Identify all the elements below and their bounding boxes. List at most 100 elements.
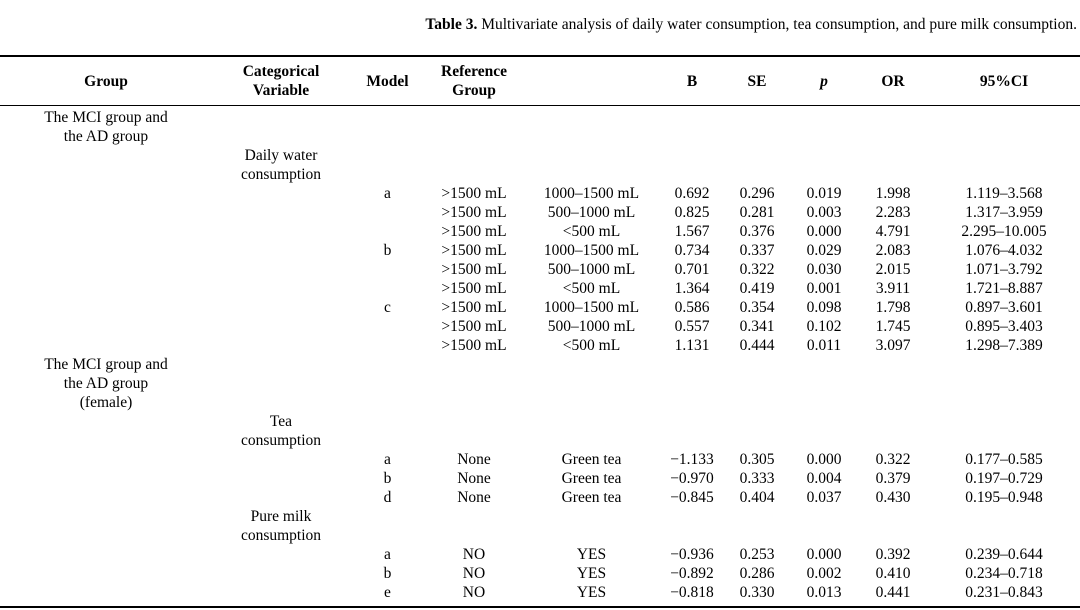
- table-cell: [350, 260, 425, 279]
- table-cell: [350, 279, 425, 298]
- table-cell: 0.734: [674, 242, 710, 259]
- table-row: a None Green tea −1.133 0.305 0.000 0.322 0.177…: [0, 450, 1080, 469]
- table-cell: 1000–1500 mL: [543, 242, 640, 259]
- table-row: a >1500 mL 1000–1500 mL 0.692 0.296 0.019 1.99…: [0, 184, 1080, 203]
- table-row: >1500 mL <500 mL 1.131 0.444 0.011 3.097 1.298…: [0, 336, 1080, 355]
- table-cell: [523, 106, 660, 147]
- table-cell: 0.177–0.585: [965, 451, 1043, 468]
- table-cell: [660, 106, 724, 147]
- table-row: >1500 mL 500–1000 mL 0.825 0.281 0.003 2.283 1…: [0, 203, 1080, 222]
- table-row: e NO YES −0.818 0.330 0.013 0.441 0.231–0.843: [0, 583, 1080, 607]
- table-cell: [212, 355, 350, 412]
- table-cell: 1.071–3.792: [965, 261, 1043, 278]
- table-cell: None: [457, 489, 491, 506]
- table-caption-label: Table 3.: [425, 16, 478, 33]
- table-cell: [350, 412, 425, 450]
- table-cell: 0.341: [739, 318, 775, 335]
- table-cell: [660, 146, 724, 184]
- table-cell: [0, 488, 212, 507]
- table-cell: [350, 507, 425, 545]
- table-cell: [0, 469, 212, 488]
- table-cell: [858, 106, 928, 147]
- table-cell: 1.998: [875, 185, 911, 202]
- table-cell: [425, 106, 523, 147]
- table-cell: <500 mL: [562, 223, 621, 240]
- table-cell: <500 mL: [562, 280, 621, 297]
- table-cell: 0.000: [806, 223, 842, 240]
- table-cell: 1.721–8.887: [965, 280, 1043, 297]
- table-row: >1500 mL <500 mL 1.364 0.419 0.001 3.911 1.721…: [0, 279, 1080, 298]
- table-cell: [425, 507, 523, 545]
- table-cell: >1500 mL: [441, 337, 507, 354]
- table-cell: [724, 355, 790, 412]
- table-cell: [790, 106, 858, 147]
- header-row: Group Categorical Variable Model Referen…: [0, 56, 1080, 106]
- table-cell: 1.745: [875, 318, 911, 335]
- table-cell: [425, 146, 523, 184]
- table-caption: Table 3. Multivariate analysis of daily …: [0, 0, 1080, 55]
- table-cell: 500–1000 mL: [547, 318, 636, 335]
- table-cell: 0.003: [806, 204, 842, 221]
- table-cell: [724, 146, 790, 184]
- table-row: >1500 mL <500 mL 1.567 0.376 0.000 4.791 2.295…: [0, 222, 1080, 241]
- table-cell: Pure milk consumption: [240, 508, 322, 544]
- table-cell: [0, 241, 212, 260]
- table-cell: [0, 279, 212, 298]
- table-cell: [212, 260, 350, 279]
- table-row: >1500 mL 500–1000 mL 0.557 0.341 0.102 1.745 0…: [0, 317, 1080, 336]
- table-cell: 1.798: [875, 299, 911, 316]
- table-cell: 0.305: [739, 451, 775, 468]
- table-cell: [212, 222, 350, 241]
- table-cell: 1.567: [674, 223, 710, 240]
- table-cell: 0.281: [739, 204, 775, 221]
- table-cell: [790, 412, 858, 450]
- table-cell: b: [383, 565, 392, 582]
- col-header-b: B: [686, 72, 698, 90]
- table-cell: [790, 355, 858, 412]
- table-cell: 0.013: [806, 584, 842, 601]
- table-cell: 500–1000 mL: [547, 261, 636, 278]
- table-cell: [212, 336, 350, 355]
- table-cell: 0.037: [806, 489, 842, 506]
- table-cell: 0.330: [739, 584, 775, 601]
- table-row: b NO YES −0.892 0.286 0.002 0.410 0.234–0.718: [0, 564, 1080, 583]
- table-cell: [350, 222, 425, 241]
- table-cell: 0.004: [806, 470, 842, 487]
- table-cell: 0.430: [875, 489, 911, 506]
- table-cell: [928, 355, 1080, 412]
- table-cell: 2.295–10.005: [961, 223, 1047, 240]
- table-cell: >1500 mL: [441, 242, 507, 259]
- table-cell: [858, 355, 928, 412]
- table-cell: b: [383, 242, 392, 259]
- table-row: b >1500 mL 1000–1500 mL 0.734 0.337 0.029 2.08…: [0, 241, 1080, 260]
- table-cell: [724, 412, 790, 450]
- table-cell: [350, 146, 425, 184]
- table-cell: The MCI group and the AD group (female): [44, 356, 168, 411]
- table-cell: 0.286: [739, 565, 775, 582]
- table-cell: 0.098: [806, 299, 842, 316]
- table-cell: [212, 469, 350, 488]
- table-cell: [212, 203, 350, 222]
- table-cell: >1500 mL: [441, 204, 507, 221]
- table-cell: 0.586: [674, 299, 710, 316]
- table-cell: >1500 mL: [441, 223, 507, 240]
- table-cell: 0.410: [875, 565, 911, 582]
- col-header-group: Group: [84, 72, 128, 90]
- table-cell: 0.102: [806, 318, 842, 335]
- col-header-categorical-variable: Categorical Variable: [242, 63, 320, 99]
- table-cell: [350, 336, 425, 355]
- table-cell: >1500 mL: [441, 299, 507, 316]
- table-cell: 0.379: [875, 470, 911, 487]
- table-cell: 0.825: [674, 204, 710, 221]
- table-cell: 1.364: [674, 280, 710, 297]
- table-cell: 0.001: [806, 280, 842, 297]
- table-cell: [0, 507, 212, 545]
- table-cell: 500–1000 mL: [547, 204, 636, 221]
- table-cell: Tea consumption: [240, 413, 322, 449]
- table-cell: [0, 583, 212, 607]
- table-cell: [523, 355, 660, 412]
- table-cell: [212, 106, 350, 147]
- table-cell: [425, 355, 523, 412]
- col-header-comparison-group: [523, 56, 660, 106]
- table-cell: [0, 222, 212, 241]
